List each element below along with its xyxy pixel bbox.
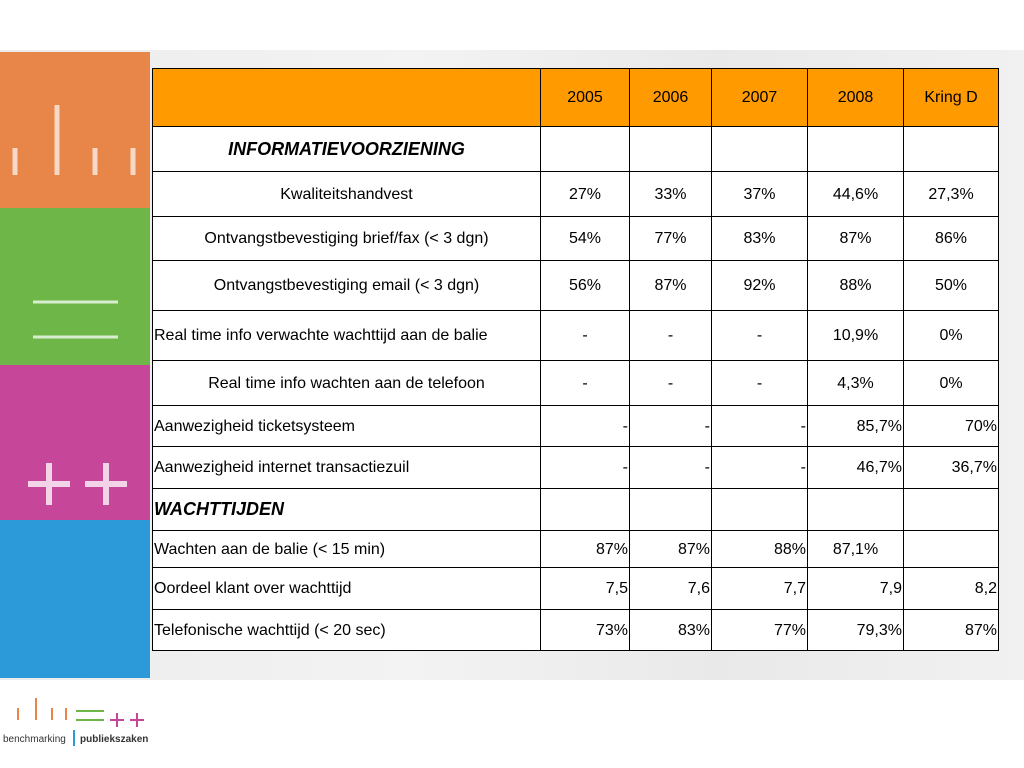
header-cell: 2008	[807, 68, 904, 127]
table-cell	[629, 488, 712, 531]
table-cell: 44,6%	[807, 171, 904, 217]
table-cell	[711, 126, 808, 172]
table-cell: -	[540, 360, 630, 406]
header-cell: 2006	[629, 68, 712, 127]
table-cell: 77%	[629, 216, 712, 261]
row-label: Real time info verwachte wachttijd aan d…	[152, 310, 541, 361]
table-row: Ontvangstbevestiging brief/fax (< 3 dgn)…	[152, 216, 999, 261]
table-row: Kwaliteitshandvest 27% 33% 37% 44,6% 27,3%	[152, 171, 999, 217]
table-cell	[629, 126, 712, 172]
table-cell: 0%	[903, 310, 999, 361]
table-row: Ontvangstbevestiging email (< 3 dgn) 56% 8…	[152, 260, 999, 311]
data-table: 2005 2006 2007 2008 Kring D INFORMATIEVOORZIE…	[152, 68, 999, 651]
table-cell: 46,7%	[807, 446, 904, 489]
table-cell: 88%	[807, 260, 904, 311]
table-cell	[711, 488, 808, 531]
table-row: Aanwezigheid internet transactiezuil - - -4…	[152, 446, 999, 489]
table-cell: 4,3%	[807, 360, 904, 406]
table-row: Real time info wachten aan de telefoon - -…	[152, 360, 999, 406]
table-cell: 36,7%	[903, 446, 999, 489]
row-label: INFORMATIEVOORZIENING	[152, 126, 541, 172]
table-cell: 73%	[540, 609, 630, 651]
table-cell	[903, 488, 999, 531]
table-cell: 10,9%	[807, 310, 904, 361]
table-cell: 92%	[711, 260, 808, 311]
table-cell: 85,7%	[807, 405, 904, 447]
table-cell: 33%	[629, 171, 712, 217]
table-cell	[807, 126, 904, 172]
table-cell: 87%	[540, 530, 630, 568]
table-cell: -	[711, 360, 808, 406]
row-label: Telefonische wachttijd (< 20 sec)	[152, 609, 541, 651]
logo: benchmarking publiekszaken	[3, 698, 148, 746]
header-cell	[152, 68, 541, 127]
table-cell: -	[711, 310, 808, 361]
table-cell: 7,7	[711, 567, 808, 610]
table-cell: 7,9	[807, 567, 904, 610]
table-cell: 70%	[903, 405, 999, 447]
table-cell: -	[629, 446, 712, 489]
table-row: INFORMATIEVOORZIENING	[152, 126, 999, 172]
table-cell: 27%	[540, 171, 630, 217]
table-cell: -	[711, 405, 808, 447]
table-cell: -	[711, 446, 808, 489]
table-cell	[540, 126, 630, 172]
table-cell: 54%	[540, 216, 630, 261]
row-label: Ontvangstbevestiging brief/fax (< 3 dgn)	[152, 216, 541, 261]
table-cell: -	[629, 360, 712, 406]
row-label: Kwaliteitshandvest	[152, 171, 541, 217]
table-cell: 0%	[903, 360, 999, 406]
table-cell	[903, 530, 999, 568]
table-row: Real time info verwachte wachttijd aan d…	[152, 310, 999, 361]
table-cell: 79,3%	[807, 609, 904, 651]
table-cell: 87%	[629, 530, 712, 568]
row-label: Aanwezigheid internet transactiezuil	[152, 446, 541, 489]
table-cell: -	[629, 405, 712, 447]
row-label: WACHTTIJDEN	[152, 488, 541, 531]
table-cell: -	[540, 310, 630, 361]
table-cell: -	[629, 310, 712, 361]
row-label: Aanwezigheid ticketsysteem	[152, 405, 541, 447]
table-cell	[807, 488, 904, 531]
table-cell	[540, 488, 630, 531]
header-cell: 2007	[711, 68, 808, 127]
table-row: Oordeel klant over wachttijd 7,5 7,6 7,7 7,9…	[152, 567, 999, 610]
table-cell: 8,2	[903, 567, 999, 610]
side-strip	[0, 52, 150, 678]
table-cell: 7,5	[540, 567, 630, 610]
table-cell: 87%	[807, 216, 904, 261]
table-cell: -	[540, 446, 630, 489]
table-cell: 86%	[903, 216, 999, 261]
table-cell: 87%	[903, 609, 999, 651]
table-cell: 87%	[629, 260, 712, 311]
row-label: Oordeel klant over wachttijd	[152, 567, 541, 610]
table-cell: 50%	[903, 260, 999, 311]
logo-text: publiekszaken	[80, 734, 148, 745]
header-cell: 2005	[540, 68, 630, 127]
table-row: WACHTTIJDEN	[152, 488, 999, 531]
row-label: Wachten aan de balie (< 15 min)	[152, 530, 541, 568]
table-cell: 87,1%	[807, 530, 904, 568]
table-cell: 88%	[711, 530, 808, 568]
table-cell: 37%	[711, 171, 808, 217]
table-cell: 7,6	[629, 567, 712, 610]
table-cell: 56%	[540, 260, 630, 311]
table-cell: -	[540, 405, 630, 447]
table-row: Aanwezigheid ticketsysteem - - -85,7% 70%	[152, 405, 999, 447]
table-cell: 83%	[629, 609, 712, 651]
table-row: Telefonische wachttijd (< 20 sec) 73% 83% 7…	[152, 609, 999, 651]
row-label: Ontvangstbevestiging email (< 3 dgn)	[152, 260, 541, 311]
table-cell: 83%	[711, 216, 808, 261]
header-cell: Kring D	[903, 68, 999, 127]
logo-text: benchmarking	[3, 734, 66, 745]
table-row: Wachten aan de balie (< 15 min) 87% 87% 88%…	[152, 530, 999, 568]
row-label: Real time info wachten aan de telefoon	[152, 360, 541, 406]
table-cell: 27,3%	[903, 171, 999, 217]
table-cell	[903, 126, 999, 172]
table-row: 2005 2006 2007 2008 Kring D	[152, 68, 999, 127]
table-cell: 77%	[711, 609, 808, 651]
